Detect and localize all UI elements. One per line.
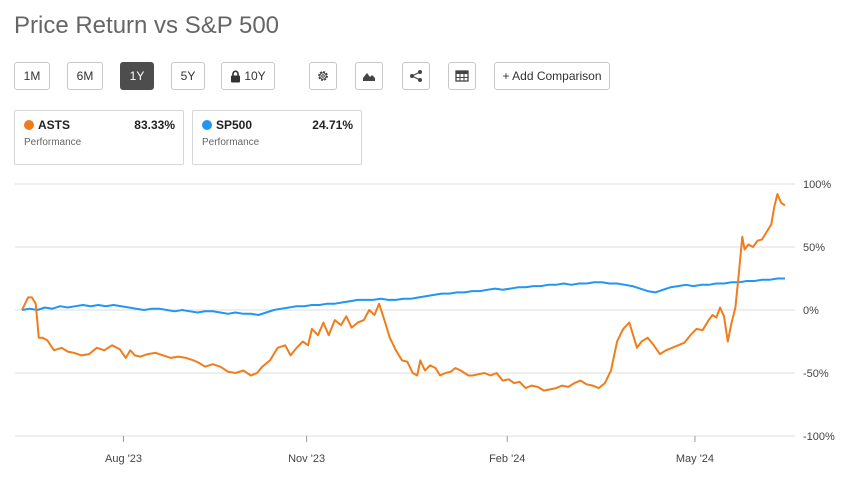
y-tick-label: 100%	[803, 179, 831, 191]
legend-card-sp500[interactable]: SP500 24.71% Performance	[192, 110, 362, 165]
range-5y-button[interactable]: 5Y	[171, 62, 205, 90]
y-tick-label: 0%	[803, 305, 819, 317]
range-10y-label: 10Y	[244, 69, 266, 83]
series-line-sp500[interactable]	[21, 277, 785, 316]
legend-symbol: ASTS	[38, 118, 71, 132]
page-title: Price Return vs S&P 500	[14, 12, 280, 39]
sp500-color-dot	[202, 120, 212, 130]
price-return-chart[interactable]: 100% 50% 0% -50% -100% Aug '23 Nov '23 Feb '24…	[0, 170, 850, 480]
asts-color-dot	[24, 120, 34, 130]
range-1y-button[interactable]: 1Y	[120, 62, 154, 90]
table-icon	[455, 70, 469, 82]
legend-value: 83.33%	[134, 118, 175, 132]
mountain-chart-icon	[363, 73, 375, 81]
legend-symbol: SP500	[216, 118, 253, 132]
share-button[interactable]	[402, 62, 430, 90]
x-tick-label: May '24	[676, 453, 714, 465]
x-tick-label: Feb '24	[489, 453, 525, 465]
legend-subtitle: Performance	[202, 137, 260, 148]
y-tick-label: -100%	[803, 431, 835, 443]
x-axis: Aug '23 Nov '23 Feb '24 May '24	[105, 436, 714, 465]
add-comparison-button[interactable]: + Add Comparison	[494, 62, 610, 90]
y-tick-label: 50%	[803, 242, 825, 254]
series-lines	[21, 193, 786, 392]
range-6m-button[interactable]: 6M	[67, 62, 103, 90]
settings-button[interactable]	[309, 62, 337, 90]
legend-value: 24.71%	[312, 118, 353, 132]
table-view-button[interactable]	[448, 62, 476, 90]
gear-icon	[318, 71, 328, 81]
range-10y-button[interactable]: 10Y	[221, 62, 275, 90]
lock-icon	[231, 70, 241, 82]
x-tick-label: Nov '23	[288, 453, 325, 465]
chart-type-button[interactable]	[355, 62, 383, 90]
x-tick-label: Aug '23	[105, 453, 142, 465]
series-line-asts[interactable]	[21, 193, 786, 392]
toolbar: 1M 6M 1Y 5Y 10Y	[14, 62, 844, 90]
y-axis: 100% 50% 0% -50% -100%	[803, 179, 835, 443]
legend-subtitle: Performance	[24, 137, 82, 148]
range-1m-button[interactable]: 1M	[14, 62, 50, 90]
legend-card-asts[interactable]: ASTS 83.33% Performance	[14, 110, 184, 165]
y-tick-label: -50%	[803, 368, 829, 380]
chart-grid	[15, 183, 795, 437]
share-icon	[410, 70, 422, 82]
